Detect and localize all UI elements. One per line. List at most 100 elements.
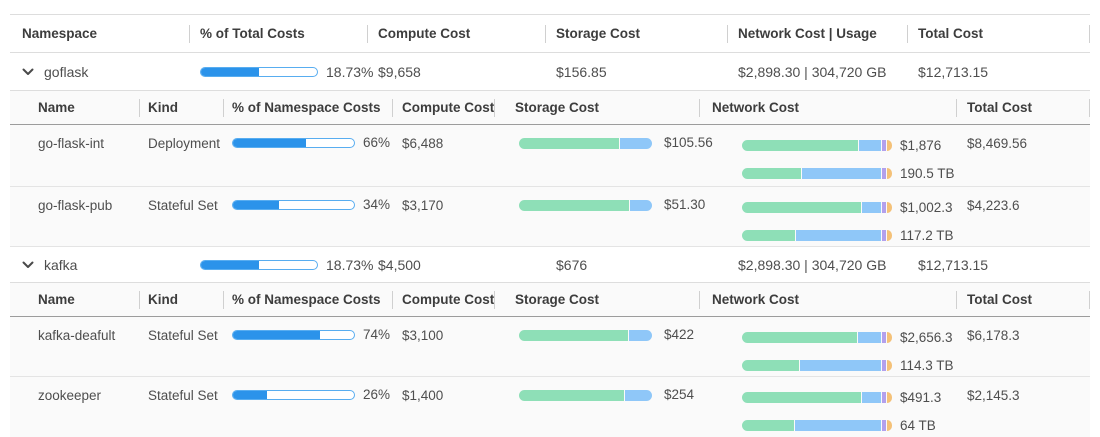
workload-row[interactable]: kafka-deafult Stateful Set 74% $3,100 $4…	[10, 317, 1090, 377]
workload-row[interactable]: zookeeper Stateful Set 26% $1,400 $254 $…	[10, 377, 1090, 437]
storage-bar	[519, 138, 652, 149]
blue-segment	[630, 200, 652, 211]
blue-segment	[861, 392, 881, 403]
green-segment	[742, 420, 794, 431]
green-segment	[742, 360, 800, 371]
network-cost-value: $1,876	[900, 138, 942, 153]
network-cost-cell: $491.3 64 TB	[700, 377, 957, 437]
subcol-header-label: Network Cost	[712, 292, 800, 307]
network-cost-cell: $2,898.30 | 304,720 GB	[728, 247, 908, 282]
column-divider	[1089, 24, 1090, 43]
col-header-label: Namespace	[22, 26, 98, 41]
network-cost-bar	[742, 202, 892, 213]
column-divider	[699, 98, 700, 117]
green-segment	[742, 140, 858, 151]
pct-ns-cell: 74%	[224, 317, 393, 376]
subcol-header-label: % of Namespace Costs	[232, 100, 381, 115]
green-segment	[742, 392, 861, 403]
workload-kind-cell: Deployment	[140, 125, 224, 186]
col-header-label: % of Total Costs	[200, 26, 305, 41]
percent-bar-fill	[233, 201, 279, 209]
percent-bar	[232, 138, 355, 148]
subcol-header-compute: Compute Cost	[393, 91, 495, 124]
subcol-header-label: Compute Cost	[402, 292, 495, 307]
network-cost-value: $1,002.3	[900, 200, 953, 215]
percent-value: 66%	[363, 135, 391, 150]
compute-cost-cell: $4,500	[368, 247, 546, 282]
workload-kind-cell: Stateful Set	[140, 377, 224, 437]
network-cost-line: $2,656.3	[742, 330, 954, 345]
workload-kind: Stateful Set	[148, 198, 218, 213]
percent-bar	[232, 330, 355, 340]
compute-cost-value: $3,100	[402, 328, 444, 343]
blue-segment	[858, 140, 881, 151]
blue-segment	[625, 390, 652, 401]
percent-bar	[232, 390, 355, 400]
workload-row[interactable]: go-flask-int Deployment 66% $6,488 $105.…	[10, 125, 1090, 187]
column-divider	[1089, 98, 1090, 117]
orange-segment	[887, 202, 892, 213]
total-cost-value: $4,223.6	[967, 198, 1020, 213]
storage-cost-cell: $156.85	[546, 53, 728, 90]
pct-total-cell: 18.73%	[190, 53, 373, 90]
blue-segment	[861, 202, 881, 213]
orange-segment	[887, 392, 892, 403]
subcol-header-label: Kind	[148, 100, 178, 115]
green-segment	[742, 230, 795, 241]
blue-segment	[794, 420, 881, 431]
subcol-header-kind: Kind	[140, 283, 224, 316]
storage-cost-cell: $422	[495, 317, 700, 376]
green-segment	[519, 200, 630, 211]
column-divider	[907, 24, 908, 43]
workload-name-cell: zookeeper	[10, 377, 140, 437]
column-divider	[494, 290, 495, 309]
blue-segment	[801, 168, 881, 179]
chevron-down-icon[interactable]	[22, 261, 34, 269]
network-usage-line: 117.2 TB	[742, 228, 954, 243]
workload-table-header: Name Kind % of Namespace Costs Compute C…	[10, 283, 1090, 317]
workload-row[interactable]: go-flask-pub Stateful Set 34% $3,170 $51…	[10, 187, 1090, 247]
column-divider	[392, 290, 393, 309]
col-header-label: Storage Cost	[556, 26, 641, 41]
workload-name-cell: go-flask-pub	[10, 187, 140, 246]
network-usage-bar	[742, 230, 892, 241]
col-header-label: Network Cost | Usage	[738, 26, 877, 41]
storage-bar	[519, 390, 652, 401]
purple-segment	[882, 140, 886, 151]
network-cost-value: $491.3	[900, 390, 942, 405]
network-usage-line: 64 TB	[742, 418, 941, 433]
total-cost-cell: $2,145.3	[957, 377, 1090, 437]
col-header-pct-total: % of Total Costs	[190, 15, 368, 52]
pct-ns-cell: 34%	[224, 187, 393, 246]
namespace-row[interactable]: kafka 18.73% $4,500 $676 $2,898.30 | 304…	[10, 247, 1090, 283]
orange-segment	[887, 140, 892, 151]
green-segment	[519, 330, 629, 341]
purple-segment	[882, 168, 886, 179]
network-cost-cell: $1,876 190.5 TB	[700, 125, 957, 186]
namespace-name: kafka	[44, 256, 78, 273]
subcol-header-name: Name	[10, 283, 140, 316]
namespace-row[interactable]: goflask 18.73% $9,658 $156.85 $2,898.30 …	[10, 53, 1090, 91]
subcol-header-storage: Storage Cost	[495, 283, 700, 316]
network-cost-line: $491.3	[742, 390, 941, 405]
column-divider	[727, 24, 728, 43]
column-divider	[189, 24, 190, 43]
total-cost-value: $8,469.56	[967, 136, 1028, 151]
chevron-down-icon[interactable]	[22, 68, 34, 76]
subcol-header-compute: Compute Cost	[393, 283, 495, 316]
pct-ns-cell: 26%	[224, 377, 393, 437]
workload-name: go-flask-int	[38, 136, 105, 151]
compute-cost-value: $4,500	[378, 256, 421, 273]
total-cost-cell: $6,178.3	[957, 317, 1090, 376]
percent-value: 74%	[363, 327, 391, 342]
compute-cost-cell: $3,170	[393, 187, 495, 246]
network-usage-value: 190.5 TB	[900, 166, 955, 181]
network-cost-cell: $2,898.30 | 304,720 GB	[728, 53, 908, 90]
storage-bar	[519, 200, 652, 211]
storage-cost-value: $254	[664, 387, 695, 402]
namespace-cell: kafka	[10, 247, 190, 282]
network-usage-value: 114.3 TB	[900, 358, 954, 373]
total-cost-value: $6,178.3	[967, 328, 1020, 343]
network-usage-bar	[742, 420, 892, 431]
subcol-header-name: Name	[10, 91, 140, 124]
